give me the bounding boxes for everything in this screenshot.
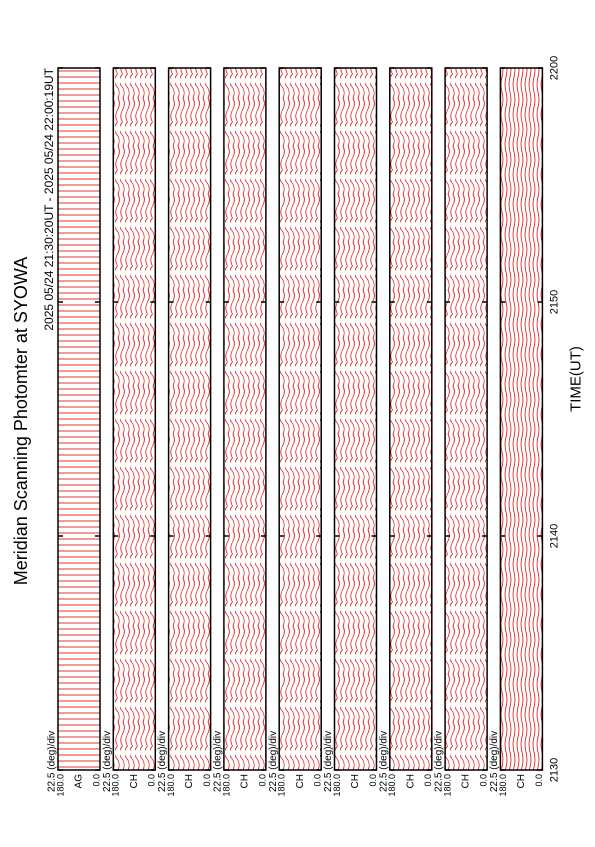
scale-label: 22.5 (deg)/div [378,731,389,792]
y-tick-label: 0.0 [202,774,212,787]
trace-area [113,68,156,770]
panel-frame [57,67,101,771]
y-tick-label: 0.0 [478,774,488,787]
time-range: 2025 05/24 21:30:20UT - 2025 05/24 22:00… [42,67,56,330]
x-tick-label: 2140 [548,524,560,548]
trace-area [223,68,266,770]
trace-area [500,68,543,770]
panel-label: CH [129,774,140,788]
panel-label: CH [405,774,416,788]
panel-frame [112,67,157,771]
trace-area [168,68,211,770]
scale-label: 22.5 (deg)/div [47,731,58,792]
y-tick-label: 180.0 [55,774,65,797]
panel-frame [223,67,267,771]
panel-label: AG [74,774,85,789]
x-axis-label: TIME(UT) [567,346,584,412]
trace-area [389,68,432,770]
panel-label: CH [350,774,361,788]
scale-label: 22.5 (deg)/div [489,731,500,792]
y-tick-label: 180.0 [387,774,397,797]
trace-area [445,68,488,770]
panel-frame [389,67,433,771]
y-tick-label: 0.0 [423,774,433,787]
panel-frame [499,67,544,771]
scale-label: 22.5 (deg)/div [323,731,334,792]
panel-frame [278,67,322,771]
scale-label: 22.5 (deg)/div [434,731,445,792]
landscape-frame: Meridian Scanning Photomter at SYOWA 202… [11,56,585,797]
y-tick-label: 180.0 [442,774,452,797]
scale-label: 22.5 (deg)/div [102,731,113,792]
y-tick-label: 180.0 [166,774,176,797]
scale-label: 22.5 (deg)/div [268,731,279,792]
panel-label: CH [516,774,527,788]
x-tick-label: 2150 [548,290,560,314]
y-tick-label: 0.0 [257,774,267,787]
panel-label: CH [240,774,251,788]
chart-title: Meridian Scanning Photomter at SYOWA [11,257,31,585]
trace-area [58,68,100,770]
y-tick-label: 0.0 [368,774,378,787]
trace-area [334,68,377,770]
y-tick-label: 180.0 [332,774,342,797]
trace-area [279,68,322,770]
y-tick-label: 0.0 [534,774,544,787]
y-tick-label: 180.0 [498,774,508,797]
panel-frame [167,67,212,771]
x-tick-label: 2130 [548,758,560,782]
scale-label: 22.5 (deg)/div [157,731,168,792]
panel-label: CH [461,774,472,788]
y-tick-label: 180.0 [221,774,231,797]
panel-frame [333,67,378,771]
y-tick-label: 180.0 [111,774,121,797]
y-tick-label: 0.0 [91,774,101,787]
y-tick-label: 0.0 [147,774,157,787]
scale-label: 22.5 (deg)/div [213,731,224,792]
panel-label: CH [295,774,306,788]
y-tick-label: 180.0 [277,774,287,797]
panel-frame [444,67,488,771]
panel-label: CH [184,774,195,788]
x-tick-label: 2200 [548,56,560,80]
y-tick-label: 0.0 [313,774,323,787]
